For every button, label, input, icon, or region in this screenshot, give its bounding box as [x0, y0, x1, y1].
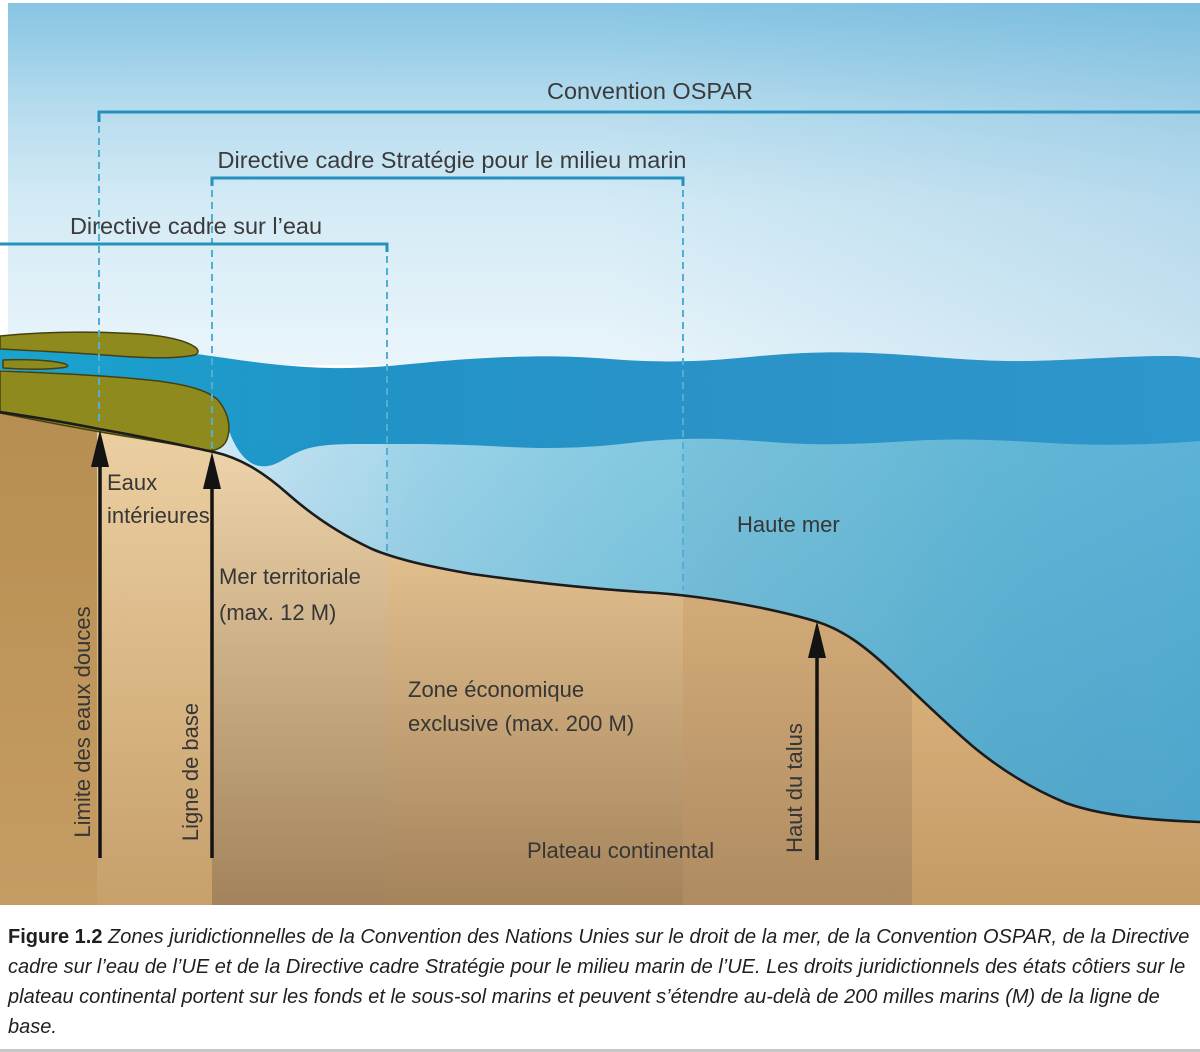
plateau-continental-label: Plateau continental	[527, 838, 714, 863]
ospar-label: Convention OSPAR	[547, 78, 753, 104]
zee-label-line2: exclusive (max. 200 M)	[408, 711, 634, 736]
wfd-label: Directive cadre sur l’eau	[70, 213, 322, 239]
boundary-dashed-lines	[98, 126, 684, 590]
river-island	[2, 358, 69, 370]
arrow-limite-eaux-douces-head	[91, 430, 109, 467]
convention-brackets	[0, 110, 1200, 252]
msfd-label: Directive cadre Stratégie pour le milieu…	[218, 147, 687, 173]
haut-du-talus-label: Haut du talus	[782, 723, 807, 853]
sky-tint-overlay	[8, 3, 1200, 365]
msfd-bracket-line	[210, 176, 685, 186]
figure-caption-number: Figure 1.2	[8, 926, 103, 948]
ligne-de-base-label: Ligne de base	[178, 703, 203, 841]
figure-caption: Figure 1.2 Zones juridictionnelles de la…	[8, 922, 1190, 1042]
wfd-bracket-line	[0, 242, 389, 252]
arrow-ligne-de-base-head	[203, 452, 221, 489]
figure-caption-text: Zones juridictionnelles de la Convention…	[8, 926, 1190, 1038]
eaux-interieures-label-line2: intérieures	[107, 503, 210, 528]
ospar-bracket-line	[97, 110, 1200, 122]
mer-territoriale-label-line1: Mer territoriale	[219, 564, 361, 589]
coastal-land-spit	[0, 370, 230, 452]
limite-eaux-douces-label: Limite des eaux douces	[70, 606, 95, 837]
zee-label-line1: Zone économique	[408, 677, 584, 702]
arrow-haut-du-talus-head	[808, 621, 826, 658]
mer-territoriale-label-line2: (max. 12 M)	[219, 600, 336, 625]
seafloor-profile-line	[0, 410, 1200, 824]
eaux-interieures-label-line1: Eaux	[107, 470, 157, 495]
haute-mer-label: Haute mer	[737, 512, 840, 537]
boundary-arrows	[91, 430, 826, 860]
bottom-divider	[0, 1049, 1200, 1052]
maritime-zones-diagram: Convention OSPAR Directive cadre Stratég…	[0, 3, 1200, 905]
